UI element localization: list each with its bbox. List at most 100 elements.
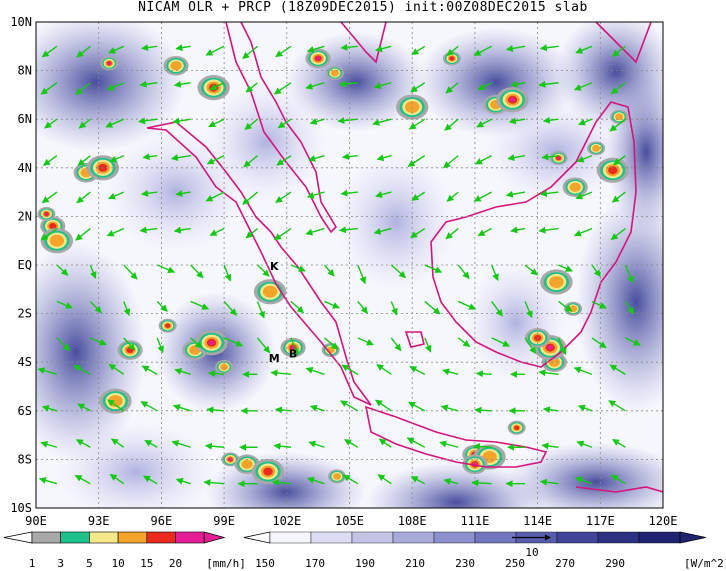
wind-arrow [256, 337, 271, 354]
precip-colorbar: 1 3 5 10 15 20 [mm/h] [3, 531, 246, 570]
wind-arrow [156, 264, 175, 274]
precip-cell [549, 151, 568, 166]
olr-colorbar: 150 170 190 210 230 250 270 290 [W/m^2] 10 [243, 531, 726, 570]
wind-arrow [89, 300, 102, 314]
wind-arrow [190, 300, 210, 310]
wind-arrow [37, 367, 58, 376]
wind-arrow [40, 82, 58, 95]
wind-arrow [44, 118, 58, 129]
wind-arrow [108, 191, 125, 200]
wind-arrow [609, 118, 626, 132]
precip-cells [37, 48, 630, 485]
wind-arrow [277, 118, 292, 129]
precip-cell [507, 420, 526, 435]
wind-arrow [557, 337, 567, 356]
wind-arrow [377, 474, 392, 485]
lat-lon-grid [36, 22, 663, 508]
precip-colorbar-low-arrow [3, 531, 33, 544]
wind-arrow [406, 437, 426, 448]
wind-arrow [138, 117, 158, 125]
wind-arrow [141, 365, 158, 375]
wind-arrow [575, 476, 593, 485]
precip-colorbar-swatch [31, 531, 62, 544]
precip-cell [163, 55, 189, 76]
wind-arrow [338, 226, 358, 234]
precip-cell [158, 318, 177, 333]
wind-arrow [611, 45, 626, 57]
precip-cell [610, 109, 629, 124]
coastlines [146, 22, 663, 493]
station-label: M [269, 352, 280, 365]
precip-colorbar-swatch [60, 531, 90, 544]
lon-tick-label: 120E [649, 514, 678, 528]
wind-arrow [139, 226, 158, 234]
wind-arrow [575, 191, 593, 200]
lat-tick-label: 2S [18, 307, 32, 321]
lat-tick-label: 4S [18, 355, 32, 369]
wind-arrow [357, 301, 369, 314]
wind-arrow [576, 440, 593, 448]
wind-arrow [40, 441, 58, 448]
wind-arrow [411, 191, 426, 201]
wind-arrow [524, 337, 537, 355]
wind-arrow [524, 264, 538, 276]
wind-arrow [77, 155, 91, 166]
wind-arrow [357, 264, 367, 285]
precip-cell [117, 340, 143, 360]
wind-arrow [611, 191, 626, 203]
wind-arrow [175, 44, 191, 52]
wind-arrow [591, 264, 601, 278]
wind-arrow [77, 403, 91, 412]
olr-colorbar-swatch [638, 531, 681, 544]
wind-arrow [375, 399, 392, 412]
wind-arrow [610, 227, 626, 241]
olr-colorbar-tick: 150 [255, 557, 275, 570]
wind-arrow [473, 45, 492, 57]
lon-tick-label: 96E [151, 514, 173, 528]
wind-arrow [203, 479, 225, 487]
wind-arrow [390, 264, 407, 279]
wind-arrow [491, 301, 503, 317]
wind-arrow [273, 82, 292, 95]
wind-arrow [477, 82, 492, 91]
lon-tick-label: 102E [272, 514, 301, 528]
wind-arrow [190, 264, 204, 279]
lon-tick-label: 105E [335, 514, 364, 528]
olr-colorbar-high-arrow [679, 531, 707, 544]
wind-arrow [106, 227, 125, 237]
wind-arrow [538, 226, 559, 234]
wind-arrow [408, 118, 426, 130]
wind-arrow [457, 264, 470, 280]
wind-arrow [573, 82, 593, 91]
wind-arrow [541, 153, 559, 161]
wind-arrow [625, 337, 641, 346]
precip-colorbar-unit: [mm/h] [206, 557, 246, 570]
wind-arrow [256, 301, 265, 319]
wind-arrow [375, 45, 392, 53]
wind-arrow [507, 154, 526, 162]
wind-arrow [376, 363, 392, 375]
wind-arrow [444, 118, 459, 131]
wind-arrow [373, 227, 392, 235]
wind-arrow [89, 264, 97, 279]
precip-cell [587, 141, 606, 156]
wind-arrow [539, 44, 559, 52]
precip-cell [37, 206, 56, 221]
wind-arrow [440, 404, 459, 412]
olr-colorbar-tick: 290 [605, 557, 625, 570]
wind-arrow [324, 300, 340, 309]
lat-tick-label: 8N [18, 64, 32, 78]
wind-arrow [174, 368, 191, 376]
wind-arrow [306, 191, 325, 199]
wind-arrow [510, 226, 526, 234]
wind-arrow [573, 227, 593, 237]
olr-colorbar-tick: 210 [405, 557, 425, 570]
precip-cell [40, 228, 74, 254]
wind-arrow [558, 300, 573, 312]
wind-arrow [123, 264, 138, 280]
wind-arrow [141, 189, 158, 197]
wind-arrow [242, 191, 258, 205]
precip-cell [99, 388, 132, 414]
wind-arrow [411, 45, 426, 56]
